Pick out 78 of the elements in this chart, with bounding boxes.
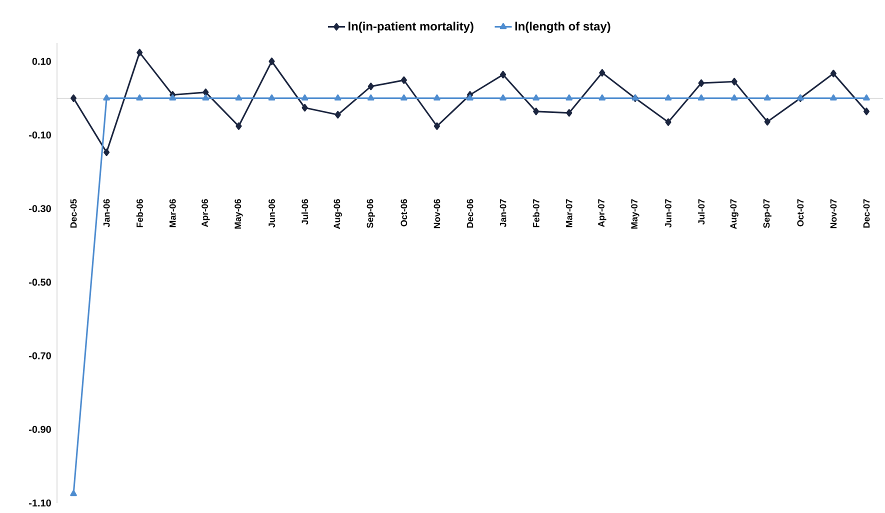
point [235, 94, 242, 100]
point [532, 94, 540, 100]
point [599, 69, 606, 77]
point [830, 70, 836, 78]
x-tick-label: Jun-06 [268, 199, 275, 228]
x-tick-label: Sep-07 [763, 199, 772, 228]
point [434, 122, 440, 130]
point [169, 94, 176, 100]
point [236, 122, 242, 130]
point [730, 94, 738, 100]
point [136, 48, 143, 56]
point [334, 94, 342, 100]
point [863, 94, 870, 100]
point [664, 94, 672, 100]
point [500, 94, 506, 100]
x-tick-label: Aug-06 [334, 199, 342, 230]
x-tick-label: May-07 [631, 199, 640, 229]
x-tick-label: Jul-06 [302, 199, 308, 225]
point [764, 94, 771, 100]
point [368, 82, 374, 90]
x-tick-label: Oct-06 [400, 199, 408, 226]
x-tick-label: Oct-07 [797, 199, 804, 226]
legend-label: ln(length of stay) [515, 22, 610, 33]
point [136, 94, 143, 100]
x-tick-label: Aug-07 [730, 199, 738, 230]
point [598, 94, 606, 100]
x-tick-label: Dec-07 [863, 199, 870, 228]
point [104, 148, 110, 156]
point [566, 109, 572, 117]
point [268, 58, 275, 66]
y-tick-label: -0.50 [29, 278, 51, 286]
point [764, 118, 770, 126]
y-tick-label: -0.90 [29, 426, 51, 433]
point [863, 108, 870, 116]
y-tick-label: -0.10 [29, 131, 51, 139]
point [698, 94, 705, 100]
x-tick-label: Feb-06 [136, 199, 143, 228]
legend-label: ln(in-patient mortality) [348, 22, 474, 33]
x-tick-label: Sep-06 [366, 199, 375, 228]
x-tick-label: Dec-05 [70, 199, 77, 228]
x-tick-label: Jul-07 [698, 199, 705, 225]
x-tick-label: Nov-07 [830, 199, 837, 228]
point [268, 94, 276, 100]
point [698, 79, 704, 87]
point [302, 104, 308, 112]
x-tick-label: Apr-07 [598, 199, 606, 228]
x-tick-label: Mar-07 [566, 199, 572, 228]
point [731, 78, 738, 86]
x-tick-label: Apr-06 [202, 199, 210, 228]
point [500, 70, 506, 78]
x-tick-label: May-06 [234, 199, 243, 229]
x-tick-label: Mar-06 [169, 199, 176, 228]
y-tick-label: -0.70 [29, 352, 51, 360]
point [70, 94, 77, 102]
point [533, 108, 540, 116]
x-tick-label: Jun-07 [665, 199, 672, 228]
point [400, 94, 408, 100]
y-tick-label: -0.30 [29, 205, 51, 212]
point [334, 110, 341, 119]
x-tick-label: Feb-07 [532, 199, 540, 228]
x-tick-label: Jan-07 [500, 199, 506, 228]
x-tick-label: Dec-06 [466, 199, 474, 228]
y-tick-label: 0.10 [32, 58, 51, 65]
point [566, 94, 573, 100]
point [665, 118, 672, 126]
point [70, 490, 77, 496]
point [202, 94, 210, 100]
point [830, 94, 837, 100]
x-tick-label: Jan-06 [103, 199, 110, 228]
point [103, 94, 110, 100]
point [301, 94, 308, 100]
point [367, 94, 374, 100]
point [434, 94, 440, 100]
point [400, 76, 407, 84]
y-tick-label: -1.10 [29, 499, 51, 507]
x-tick-label: Nov-06 [434, 199, 440, 228]
point [202, 88, 209, 96]
point [466, 94, 474, 100]
